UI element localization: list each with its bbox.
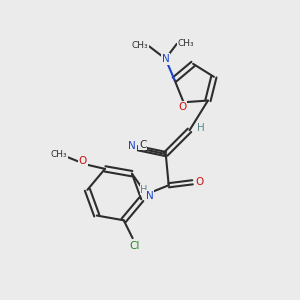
Text: N: N bbox=[146, 191, 153, 201]
Text: CH₃: CH₃ bbox=[51, 150, 67, 159]
Text: H: H bbox=[140, 185, 148, 195]
Text: O: O bbox=[195, 177, 203, 187]
Text: N: N bbox=[162, 54, 170, 64]
Text: Cl: Cl bbox=[129, 241, 139, 250]
Text: CH₃: CH₃ bbox=[132, 41, 148, 50]
Text: CH₃: CH₃ bbox=[177, 39, 194, 48]
Text: C: C bbox=[139, 140, 147, 149]
Text: N: N bbox=[128, 141, 136, 151]
Text: H: H bbox=[197, 123, 205, 133]
Text: O: O bbox=[178, 102, 186, 112]
Text: O: O bbox=[79, 157, 87, 166]
